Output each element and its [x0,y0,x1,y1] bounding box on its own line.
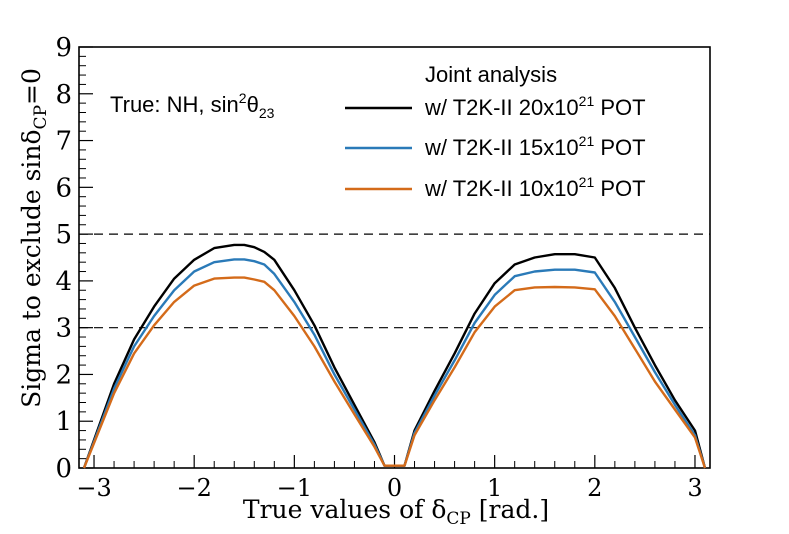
y-tick-label: 9 [55,33,72,63]
legend-label-3: w/ T2K-II 10x1021 POT [424,174,646,201]
series-line-3 [82,276,707,469]
y-tick-label: 2 [55,360,72,390]
x-tick-label: 2 [587,474,602,502]
x-tick-label: −2 [176,474,211,502]
legend-label-2: w/ T2K-II 15x1021 POT [424,133,646,160]
legend: Joint analysis w/ T2K-II 20x1021 POT w/ T… [345,62,646,201]
y-tick-label: 8 [55,80,72,110]
y-tick-label: 5 [55,220,72,250]
y-tick-label: 6 [55,173,72,203]
y-axis-title: Sigma to exclude sinδCP=0 [17,68,51,408]
y-tick-label: 3 [55,314,72,344]
x-tick-label: 0 [387,474,402,502]
series-line-2 [82,258,707,469]
true-hierarchy-annotation: True: NH, sin2θ23 [110,90,275,121]
series-group [82,243,707,469]
y-tick-label: 1 [55,407,72,437]
x-tick-label: −1 [277,474,312,502]
y-tick-label: 0 [55,454,72,484]
legend-title: Joint analysis [425,62,557,87]
reference-lines [79,233,710,329]
x-tick-label: −3 [76,474,111,502]
y-tick-label: 4 [55,267,72,297]
y-tick-label: 7 [55,127,72,157]
x-axis-title: True values of δCP [rad.] [243,495,549,529]
legend-label-1: w/ T2K-II 20x1021 POT [424,93,646,120]
x-tick-label: 3 [687,474,702,502]
axis-ticks [79,46,696,469]
x-tick-label: 1 [487,474,502,502]
series-line-1 [82,243,707,469]
tick-labels: −3 −2 −1 0 1 2 3 0 1 2 3 4 5 6 7 8 9 [55,33,702,502]
